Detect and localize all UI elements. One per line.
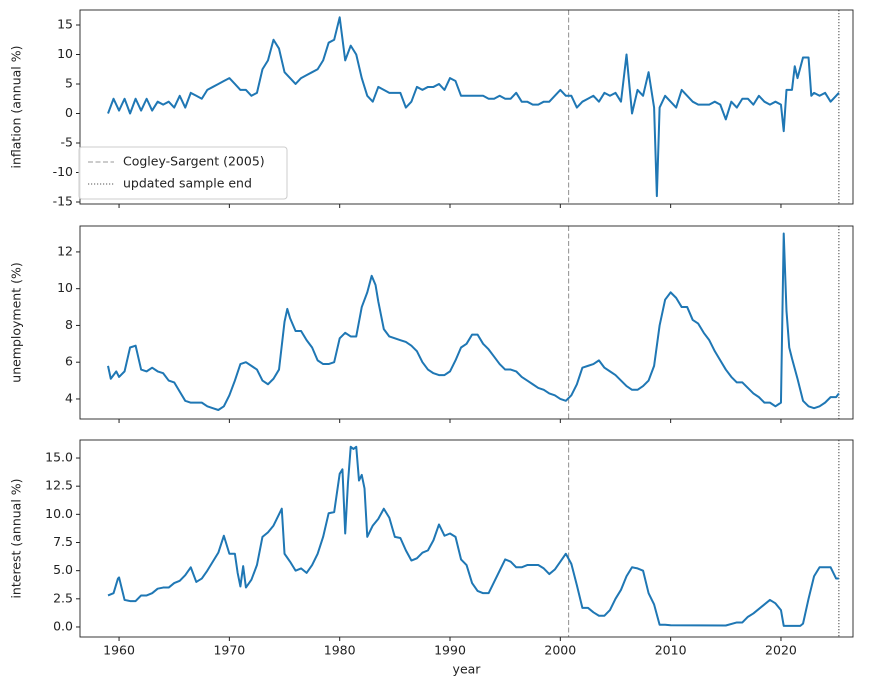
axes-frame xyxy=(79,9,854,205)
y-tick-label: 5.0 xyxy=(53,562,73,577)
y-tick-label: 2.5 xyxy=(53,590,73,605)
y-tick-label: 5 xyxy=(65,75,73,90)
x-tick-label: 1960 xyxy=(103,643,135,658)
series-line xyxy=(107,16,840,198)
series-line xyxy=(107,232,840,411)
y-tick-label: 10 xyxy=(57,46,73,61)
y-tick-label: 6 xyxy=(65,354,73,369)
legend-box xyxy=(78,146,288,200)
x-tick-label: 2010 xyxy=(655,643,687,658)
x-tick-label: 2020 xyxy=(765,643,797,658)
y-tick-label: 4 xyxy=(65,390,73,405)
axes-frame xyxy=(79,439,854,638)
y-tick-label: -5 xyxy=(61,134,73,149)
x-tick-label: 2000 xyxy=(544,643,576,658)
y-tick-label: 8 xyxy=(65,317,73,332)
y-tick-label: 7.5 xyxy=(53,534,73,549)
x-tick-label: 1980 xyxy=(324,643,356,658)
x-axis-label: year xyxy=(453,662,482,677)
y-axis-label: unemployment (%) xyxy=(9,262,24,382)
panel: 0.0 2.5 5.0 7.5 10.0 12.5 15.0 1960 1970 1980 1990… xyxy=(9,439,854,677)
legend-label: Cogley-Sargent (2005) xyxy=(123,154,265,169)
y-tick-label: 15 xyxy=(57,16,73,31)
y-tick-label: -10 xyxy=(53,164,73,179)
y-tick-label: 10.0 xyxy=(45,506,73,521)
y-tick-label: 15.0 xyxy=(45,450,73,465)
y-axis-label: inflation (annual %) xyxy=(9,45,24,168)
series-line xyxy=(107,445,839,627)
panel: 4 6 8 10 12 unemployment (%) xyxy=(9,225,854,423)
y-tick-label: -15 xyxy=(53,193,73,208)
axes-frame xyxy=(79,225,854,420)
panel: -15 -10 -5 0 5 10 15 inflation (annual %) Cogley… xyxy=(9,9,854,208)
x-tick-label: 1970 xyxy=(213,643,245,658)
y-tick-label: 10 xyxy=(57,280,73,295)
y-tick-label: 0 xyxy=(65,105,73,120)
y-tick-label: 12 xyxy=(57,243,73,258)
y-tick-label: 12.5 xyxy=(45,478,73,493)
y-tick-label: 0.0 xyxy=(53,618,73,633)
legend-label: updated sample end xyxy=(123,176,252,191)
x-tick-label: 1990 xyxy=(434,643,466,658)
y-axis-label: interest (annual %) xyxy=(9,478,24,598)
